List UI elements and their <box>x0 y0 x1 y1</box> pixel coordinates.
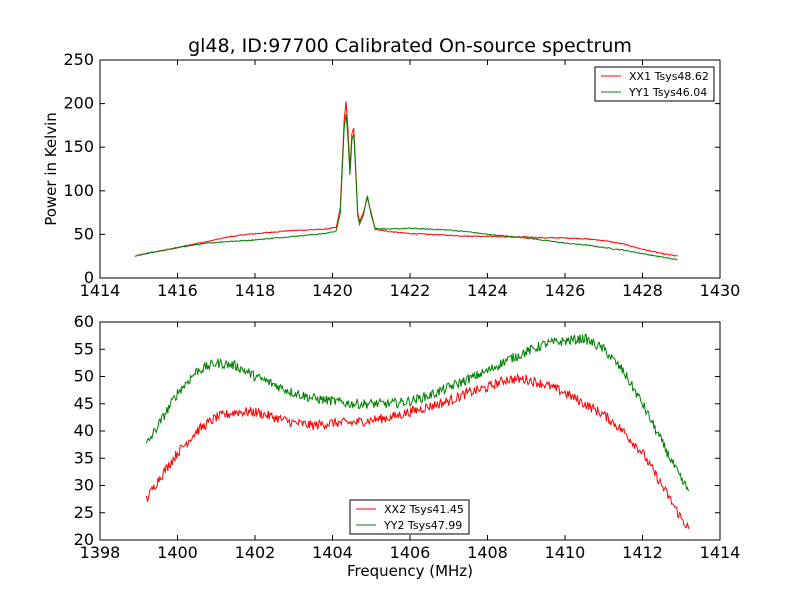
y-tick-label: 50 <box>74 224 94 243</box>
x-tick-label: 1422 <box>390 281 431 300</box>
x-tick-label: 1426 <box>545 281 586 300</box>
y-tick-label: 25 <box>74 503 94 522</box>
x-tick-label: 1414 <box>80 281 121 300</box>
x-tick-label: 1404 <box>312 543 353 562</box>
top-spectrum-panel: 1414 1416 1418 1420 1422 1424 1426 1428 1430 0 50 1… <box>42 35 740 300</box>
x-tick-label: 1400 <box>157 543 198 562</box>
x-tick-label: 1430 <box>700 281 741 300</box>
series-line-yy-panel-1 <box>134 114 678 261</box>
legend-entry: XX2 Tsys41.45 <box>384 503 464 516</box>
x-tick-label: 1412 <box>622 543 663 562</box>
y-tick-label: 45 <box>74 394 94 413</box>
series-line-xx-panel-1 <box>134 101 678 257</box>
x-tick-label: 1408 <box>467 543 508 562</box>
x-tick-label: 1416 <box>157 281 198 300</box>
y-tick-label: 40 <box>74 421 94 440</box>
y-tick-label: 60 <box>74 312 94 331</box>
x-tick-label: 1420 <box>312 281 353 300</box>
y-axis-label: Power in Kelvin <box>42 112 60 226</box>
y-tick-label: 0 <box>84 268 94 287</box>
y-tick-label: 250 <box>63 50 94 69</box>
x-tick-label: 1410 <box>545 543 586 562</box>
legend: XX1 Tsys48.62 YY1 Tsys46.04 <box>594 66 715 102</box>
legend-entry: YY2 Tsys47.99 <box>383 519 462 532</box>
bottom-spectrum-panel: 1398 1400 1402 1404 1406 1408 1410 1412 1414 20 25… <box>74 312 741 580</box>
y-tick-label: 150 <box>63 137 94 156</box>
legend-box <box>594 66 715 102</box>
x-tick-label: 1414 <box>700 543 741 562</box>
x-tick-label: 1424 <box>467 281 508 300</box>
legend-entry: XX1 Tsys48.62 <box>629 70 709 83</box>
y-tick-label: 30 <box>74 476 94 495</box>
legend-box <box>349 499 470 535</box>
x-tick-label: 1428 <box>622 281 663 300</box>
x-tick-label: 1418 <box>235 281 276 300</box>
y-tick-label: 100 <box>63 181 94 200</box>
y-tick-label: 50 <box>74 367 94 386</box>
y-tick-label: 200 <box>63 94 94 113</box>
y-tick-label: 20 <box>74 530 94 549</box>
x-tick-label: 1398 <box>80 543 121 562</box>
y-tick-label: 55 <box>74 339 94 358</box>
legend-entry: YY1 Tsys46.04 <box>628 86 707 99</box>
series-line-xx-panel-2 <box>146 373 690 530</box>
x-tick-label: 1402 <box>235 543 276 562</box>
series-line-yy-panel-2 <box>146 333 690 492</box>
x-tick-label: 1406 <box>390 543 431 562</box>
y-tick-label: 35 <box>74 448 94 467</box>
chart-title: gl48, ID:97700 Calibrated On-source spec… <box>188 35 632 57</box>
x-axis-label: Frequency (MHz) <box>347 562 473 580</box>
legend: XX2 Tsys41.45 YY2 Tsys47.99 <box>349 499 470 535</box>
